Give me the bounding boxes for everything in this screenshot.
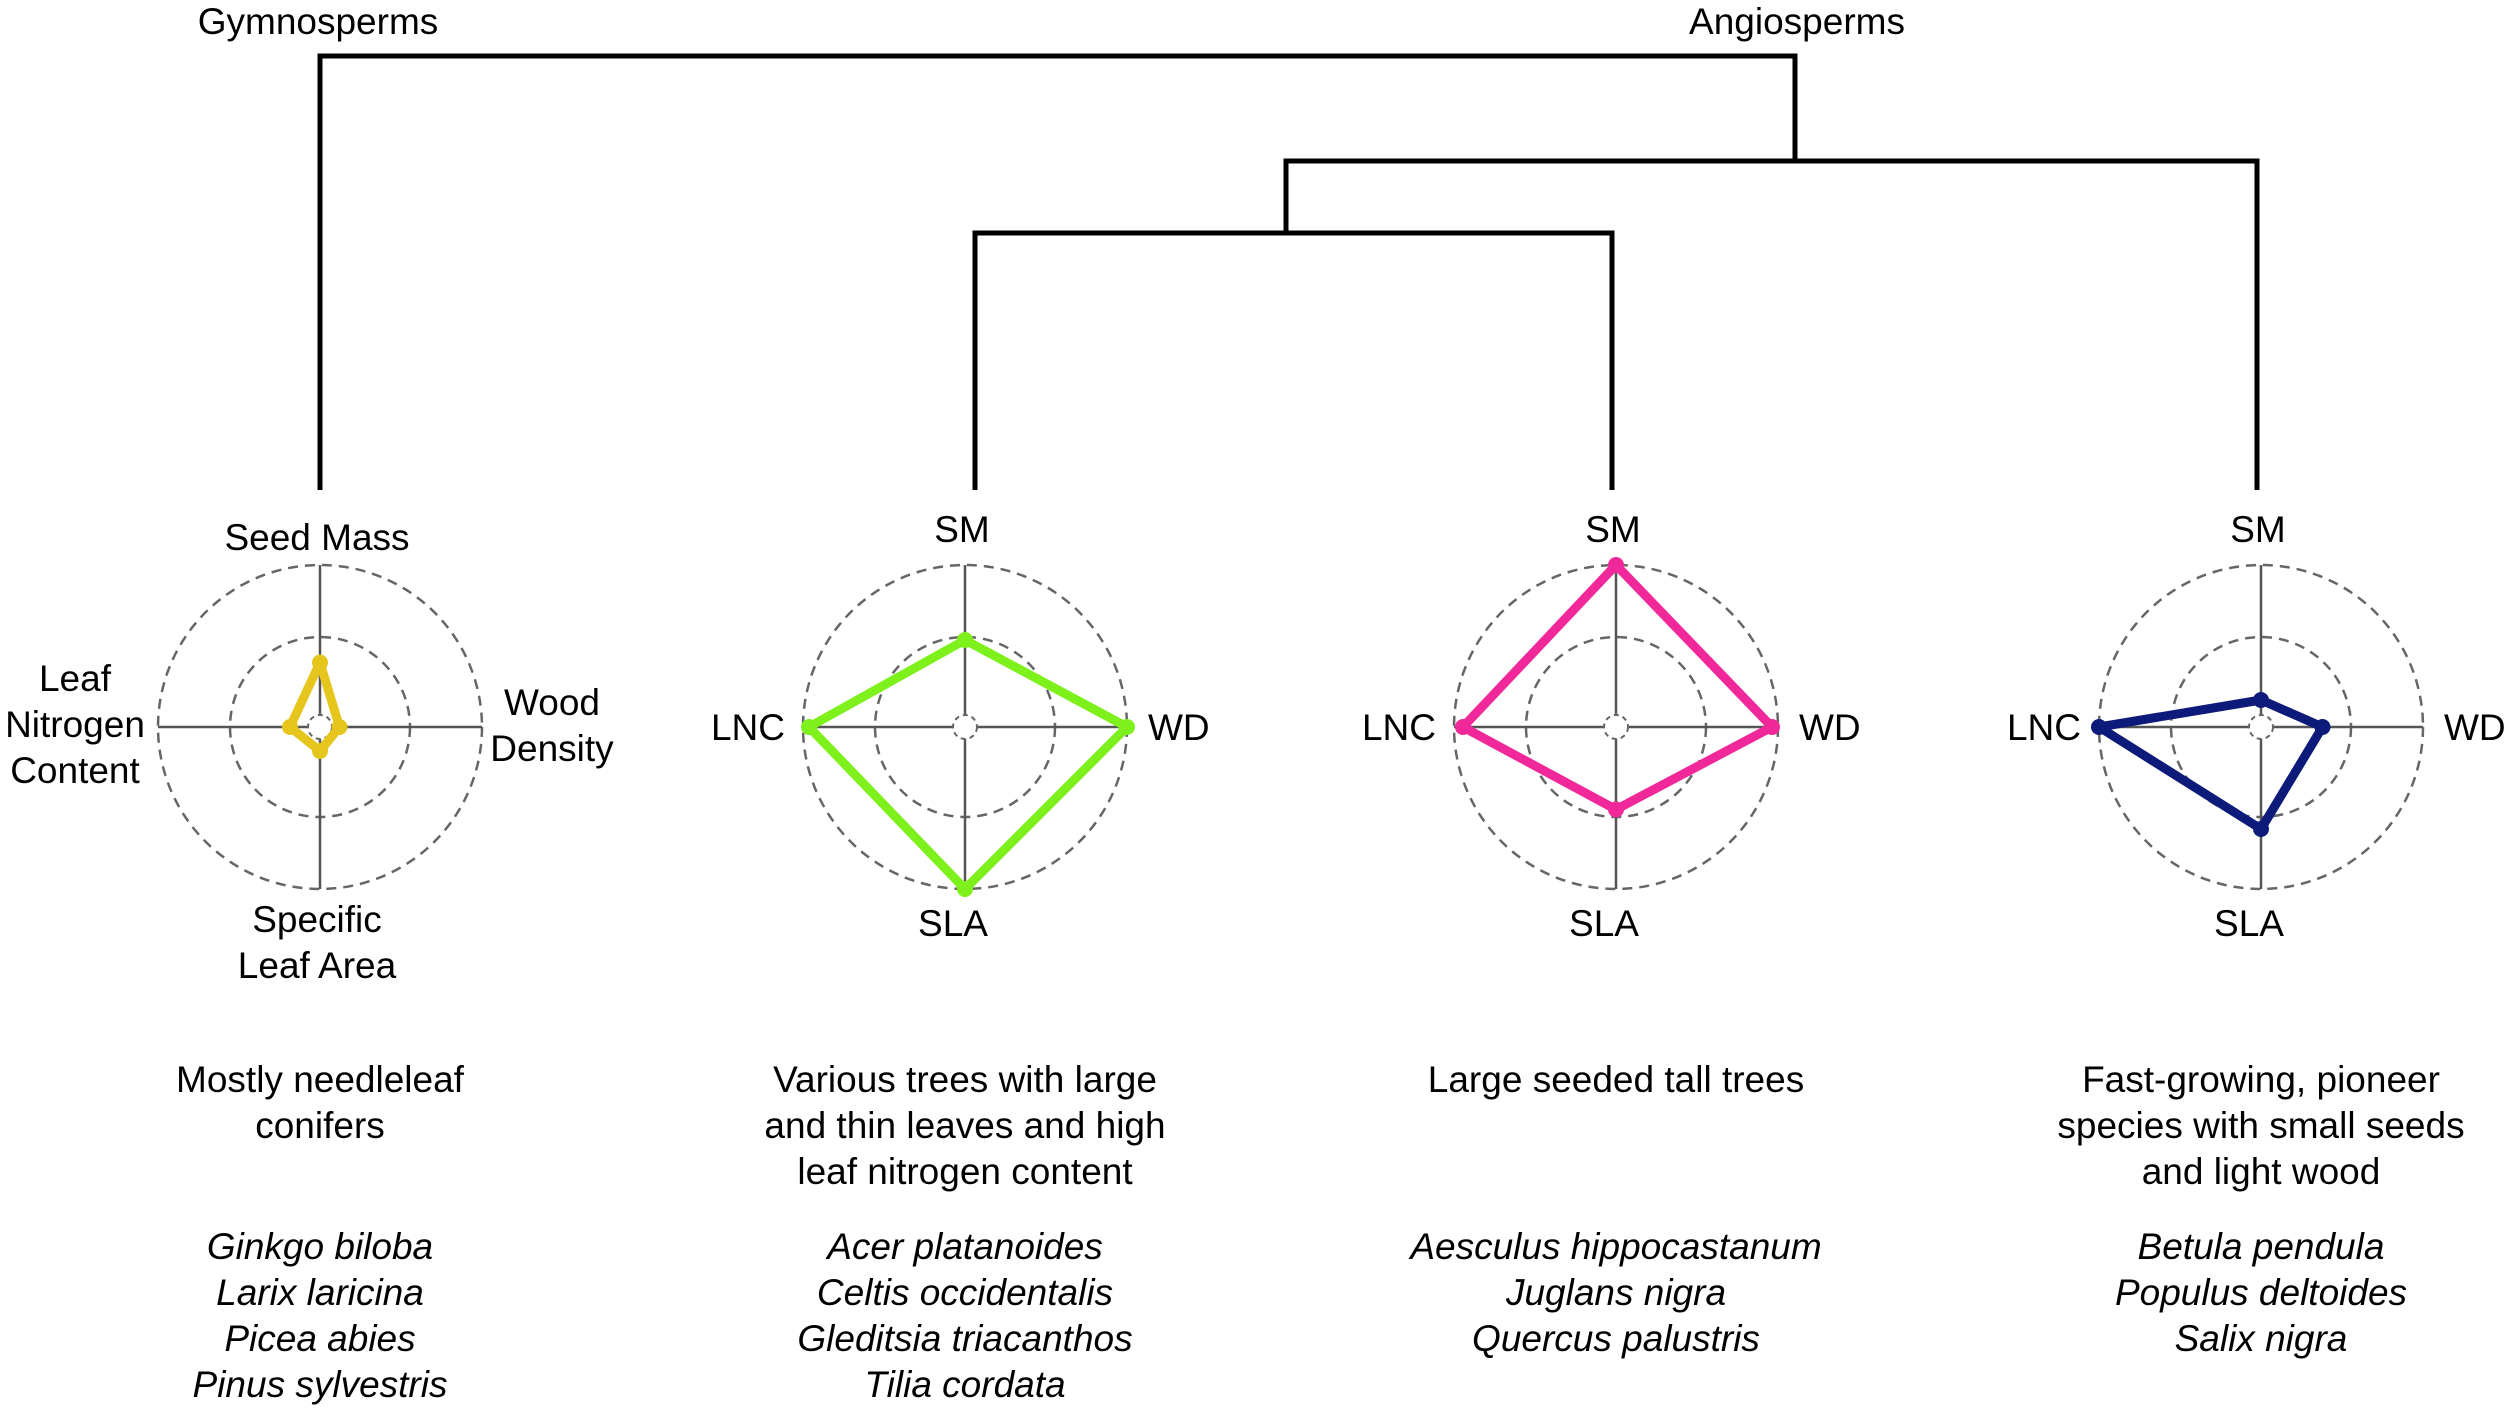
sm-point xyxy=(2253,692,2269,708)
axis-label-bottom: SLA xyxy=(1569,903,1639,944)
species-name: Pinus sylvestris xyxy=(193,1364,448,1405)
group-description: and thin leaves and high xyxy=(764,1105,1165,1146)
lnc-point xyxy=(2091,719,2107,735)
sm-point xyxy=(957,632,973,648)
sm-point xyxy=(312,654,328,671)
center-ring xyxy=(1603,714,1629,740)
axis-label-top: SM xyxy=(2230,509,2286,550)
axis-label-bottom: Specific xyxy=(252,899,382,940)
lnc-point xyxy=(282,719,298,735)
axis-label-left: LNC xyxy=(711,707,785,748)
group-description: Mostly needleleaf xyxy=(176,1059,465,1100)
species-name: Juglans nigra xyxy=(1505,1272,1726,1313)
sla-point xyxy=(312,743,328,759)
group-description: Various trees with large xyxy=(773,1059,1157,1100)
angiosperm-branch xyxy=(1283,158,2260,490)
species-name: Ginkgo biloba xyxy=(207,1226,433,1267)
species-name: Tilia cordata xyxy=(864,1364,1065,1405)
species-name: Acer platanoides xyxy=(825,1226,1103,1267)
species-name: Betula pendula xyxy=(2138,1226,2385,1267)
inner-branch xyxy=(972,230,1615,490)
axis-label-right: WD xyxy=(2444,707,2506,748)
axis-label-top: SM xyxy=(934,509,990,550)
species-name: Quercus palustris xyxy=(1472,1318,1760,1359)
trait-polygon xyxy=(2094,695,2327,834)
radar-group-4: SM SLA LNC WD Fast-growing, pioneer species w… xyxy=(2007,509,2506,1359)
species-name: Populus deltoides xyxy=(2115,1272,2407,1313)
group-description: conifers xyxy=(255,1105,385,1146)
sla-point xyxy=(2253,821,2269,837)
radar-group-3: SM SLA LNC WD Large seeded tall trees Aesculu… xyxy=(1362,509,1861,1359)
phylogenetic-tree: Gymnosperms Angiosperms xyxy=(198,1,2260,490)
wd-point xyxy=(331,719,348,735)
axis-label-left: Content xyxy=(10,750,140,791)
angiosperms-label: Angiosperms xyxy=(1689,1,1905,42)
axis-label-bottom: SLA xyxy=(2214,903,2284,944)
radar-charts: Seed Mass Specific Leaf Area Leaf Nitrogen Co… xyxy=(5,509,2506,1405)
trait-polygon xyxy=(804,635,1132,894)
wd-point xyxy=(1119,719,1135,735)
lnc-point xyxy=(1455,719,1471,735)
axis-label-bottom: SLA xyxy=(918,903,988,944)
wd-point xyxy=(2314,719,2331,735)
species-name: Larix laricina xyxy=(216,1272,424,1313)
radar-group-2: SM SLA LNC WD Various trees with large and th… xyxy=(711,509,1210,1405)
sla-point xyxy=(957,881,973,897)
axis-label-left: Nitrogen xyxy=(5,704,145,745)
axis-label-right: WD xyxy=(1148,707,1210,748)
axis-label-left: LNC xyxy=(2007,707,2081,748)
group-description: species with small seeds xyxy=(2057,1105,2464,1146)
wd-point xyxy=(1764,719,1780,735)
species-name: Salix nigra xyxy=(2175,1318,2348,1359)
group-description: Fast-growing, pioneer xyxy=(2082,1059,2440,1100)
axis-label-right: Density xyxy=(490,728,614,769)
species-name: Picea abies xyxy=(224,1318,415,1359)
group-description: leaf nitrogen content xyxy=(797,1151,1133,1192)
axis-label-bottom: Leaf Area xyxy=(238,945,397,986)
axis-label-right: WD xyxy=(1799,707,1861,748)
axis-label-top: SM xyxy=(1585,509,1641,550)
group-description: Large seeded tall trees xyxy=(1428,1059,1804,1100)
gymnosperms-label: Gymnosperms xyxy=(198,1,439,42)
lnc-point xyxy=(801,719,817,735)
radar-group-1: Seed Mass Specific Leaf Area Leaf Nitrogen Co… xyxy=(5,517,614,1405)
species-name: Gleditsia triacanthos xyxy=(797,1318,1132,1359)
root-branch xyxy=(317,53,1798,490)
axis-label-top: Seed Mass xyxy=(224,517,409,558)
group-description: and light wood xyxy=(2142,1151,2381,1192)
sla-point xyxy=(1608,801,1624,818)
axis-label-left: LNC xyxy=(1362,707,1436,748)
species-name: Aesculus hippocastanum xyxy=(1408,1226,1821,1267)
trait-polygon xyxy=(1458,560,1777,814)
sm-point xyxy=(1608,557,1624,573)
species-name: Celtis occidentalis xyxy=(817,1272,1113,1313)
axis-label-left: Leaf xyxy=(39,658,112,699)
center-ring xyxy=(2248,714,2274,740)
center-ring xyxy=(952,714,978,740)
axis-label-right: Wood xyxy=(504,682,600,723)
